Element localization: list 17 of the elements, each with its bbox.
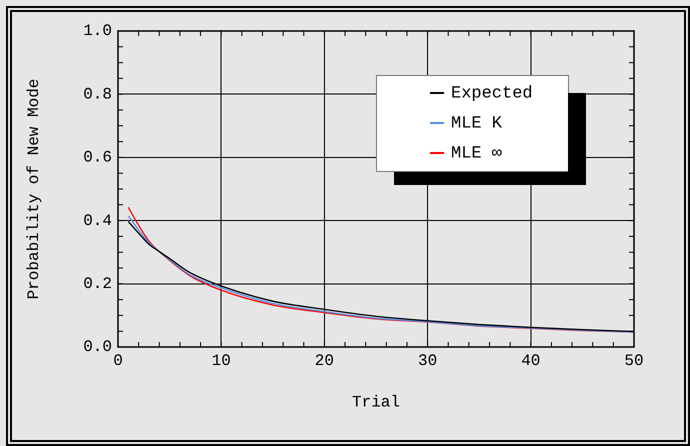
legend-label: MLE K xyxy=(451,114,503,134)
y-tick-label: 0.2 xyxy=(83,275,112,294)
x-tick-label: 30 xyxy=(418,352,438,370)
x-tick-label: 10 xyxy=(212,352,231,370)
y-tick-label: 0.0 xyxy=(83,338,112,356)
y-axis-title: Probability of New Mode xyxy=(24,78,43,300)
y-tick-label: 0.8 xyxy=(83,85,112,104)
y-tick-label: 1.0 xyxy=(83,22,112,40)
x-tick-label: 50 xyxy=(624,352,644,370)
x-tick-label: 40 xyxy=(521,352,540,370)
x-tick-label: 20 xyxy=(314,352,334,370)
x-tick-label: 0 xyxy=(113,352,123,370)
y-tick-label: 0.6 xyxy=(83,148,112,167)
x-axis-title: Trial xyxy=(352,394,400,412)
legend-label: Expected xyxy=(451,84,533,104)
legend-label: MLE ∞ xyxy=(451,144,502,164)
y-tick-label: 0.4 xyxy=(83,212,112,230)
